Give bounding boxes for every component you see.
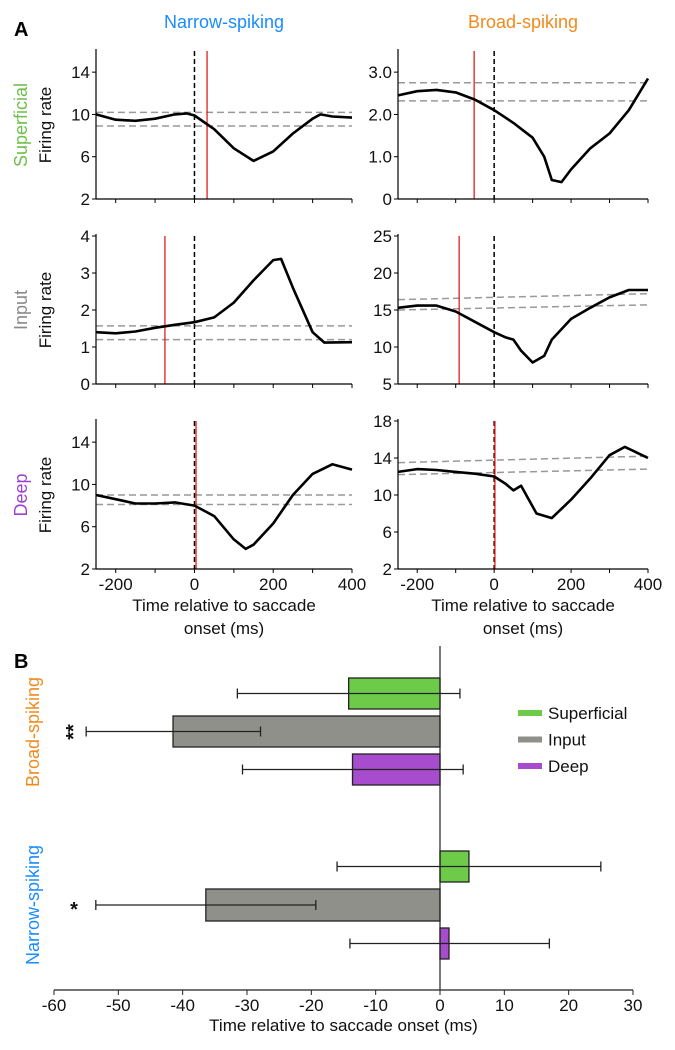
row-label: Input: [11, 290, 31, 330]
x-tick-label: -60: [42, 996, 67, 1015]
x-tick-label: 10: [495, 996, 514, 1015]
legend-swatch: [518, 763, 542, 769]
firing-rate-curve: [397, 77, 650, 184]
legend-swatch: [518, 736, 542, 743]
row-label: Deep: [11, 473, 31, 516]
x-tick-label: 0: [435, 996, 444, 1015]
y-tick-label: 6: [383, 523, 392, 542]
subplot: 0 1.0 2.0 3.0: [368, 49, 650, 209]
y-tick-label: 10: [71, 475, 90, 494]
baseline-bound-line: [397, 455, 649, 464]
y-tick-label: 14: [71, 63, 90, 82]
legend-swatch: [518, 710, 542, 716]
y-tick-label: 2: [81, 301, 90, 320]
y-tick-label: 10: [71, 105, 90, 124]
x-tick-label: -10: [363, 996, 388, 1015]
panel-label-b: B: [14, 651, 28, 673]
y-tick-label: 0: [81, 375, 90, 394]
firing-rate-curve: [397, 288, 648, 364]
x-tick-label: 0: [190, 575, 199, 594]
x-tick-label: 0: [489, 575, 498, 594]
x-tick-label: -200: [99, 575, 133, 594]
y-tick-label: 6: [81, 518, 90, 537]
x-tick-label: 400: [634, 575, 662, 594]
y-tick-label: 1.0: [368, 148, 392, 167]
row-label: Superficial: [11, 83, 31, 167]
y-tick-label: 25: [373, 227, 392, 246]
x-axis-label: Time relative to saccade: [132, 596, 316, 615]
significance-marker: **: [63, 724, 85, 740]
x-tick-label: 200: [259, 575, 287, 594]
firing-rate-curve: [95, 112, 353, 163]
y-tick-label: 0: [383, 190, 392, 209]
legend: Superficial Input Deep: [518, 704, 627, 776]
firing-rate-curve: [397, 445, 649, 520]
x-axis-label: Time relative to saccade: [431, 596, 615, 615]
y-tick-label: 3.0: [368, 63, 392, 82]
x-tick-label: 20: [559, 996, 578, 1015]
y-tick-label: 2: [383, 560, 392, 579]
legend-label: Superficial: [548, 704, 627, 723]
x-tick-label: -50: [106, 996, 131, 1015]
subplot: 2 6 10 14 -200 0 200 400 Time relative to saccad…: [71, 419, 366, 638]
subplot: 2 6 10 14: [71, 49, 353, 209]
group-label: Broad-spiking: [23, 677, 43, 787]
x-tick-label: -20: [299, 996, 324, 1015]
y-tick-label: 6: [81, 148, 90, 167]
y-tick-label: 14: [373, 449, 392, 468]
subplot: 2 6 10 14 18 -200 0 200 400 Time relative to sacc…: [373, 412, 662, 638]
x-tick-label: 400: [338, 575, 366, 594]
group-label: Narrow-spiking: [23, 845, 43, 965]
subplot: 5 10 15 20 25: [373, 227, 649, 394]
x-tick-label: -30: [235, 996, 260, 1015]
column-title: Broad-spiking: [468, 12, 578, 32]
firing-rate-curve: [95, 463, 353, 551]
y-tick-label: 15: [373, 301, 392, 320]
column-title: Narrow-spiking: [164, 12, 284, 32]
y-tick-label: 18: [373, 412, 392, 431]
y-tick-label: 3: [81, 264, 90, 283]
y-tick-label: 4: [81, 227, 90, 246]
x-axis-label: onset (ms): [184, 619, 264, 638]
y-tick-label: 1: [81, 338, 90, 357]
legend-label: Input: [548, 731, 586, 750]
y-tick-label: 20: [373, 264, 392, 283]
baseline-bound-line: [397, 304, 649, 311]
subplot: 0 1 2 3 4: [81, 227, 353, 394]
y-axis-label: Firing rate: [36, 87, 55, 164]
y-tick-label: 14: [71, 433, 90, 452]
y-tick-label: 2.0: [368, 105, 392, 124]
baseline-bound-line: [397, 468, 649, 476]
x-tick-label: 200: [557, 575, 585, 594]
legend-label: Deep: [548, 757, 589, 776]
y-tick-label: 10: [373, 486, 392, 505]
x-tick-label: -40: [170, 996, 195, 1015]
y-tick-label: 10: [373, 338, 392, 357]
panel-label-a: A: [14, 19, 28, 41]
x-axis-label: onset (ms): [483, 619, 563, 638]
x-axis-label: Time relative to saccade onset (ms): [209, 1016, 478, 1035]
x-tick-label: -200: [400, 575, 434, 594]
x-tick-label: 30: [624, 996, 643, 1015]
y-axis-label: Firing rate: [36, 272, 55, 349]
bar-group: Broad-spiking **: [23, 677, 464, 787]
y-axis-label: Firing rate: [36, 457, 55, 534]
bar-group: Narrow-spiking *: [23, 845, 602, 965]
baseline-bound-line: [397, 292, 649, 301]
firing-rate-curve: [95, 257, 353, 344]
y-tick-label: 5: [383, 375, 392, 394]
y-tick-label: 2: [81, 190, 90, 209]
significance-marker: *: [70, 899, 78, 921]
y-tick-label: 2: [81, 560, 90, 579]
